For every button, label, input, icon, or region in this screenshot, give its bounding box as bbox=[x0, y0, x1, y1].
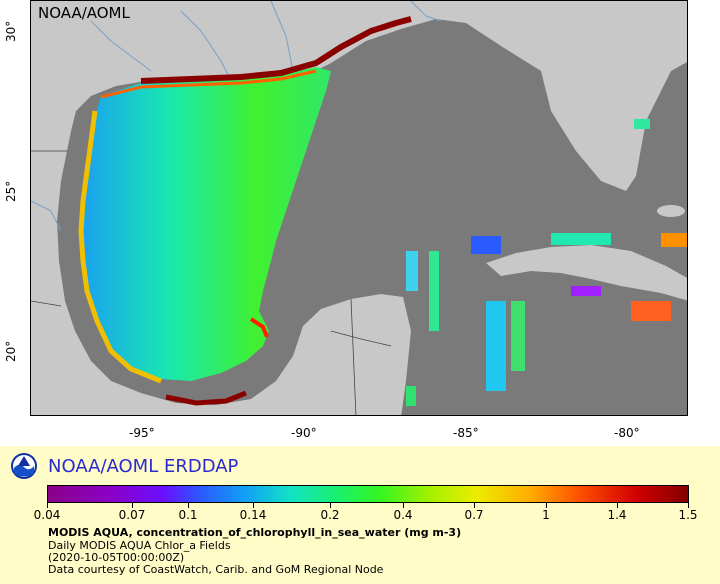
chlorophyll-swath-western-gulf bbox=[81, 67, 331, 381]
colorbar-tick bbox=[617, 503, 618, 508]
colorbar-tick-label: 1.5 bbox=[678, 508, 698, 522]
x-axis-label-95: -95° bbox=[129, 426, 155, 440]
colorbar-tick bbox=[546, 503, 547, 508]
colorbar-tick bbox=[330, 503, 331, 508]
borders bbox=[31, 150, 392, 415]
map-watermark: NOAA/AOML bbox=[38, 4, 130, 22]
yucatan-red-patch bbox=[165, 390, 247, 406]
land-cuba bbox=[486, 245, 687, 301]
colorbar-tick bbox=[474, 503, 475, 508]
x-axis-label-80: -80° bbox=[614, 426, 640, 440]
colorbar-tick-label: 0.14 bbox=[239, 508, 267, 522]
gulf-of-mexico-chlorophyll-map bbox=[31, 1, 687, 415]
x-axis-label-90: -90° bbox=[291, 426, 317, 440]
colorbar bbox=[47, 485, 689, 503]
coastal-orange-band bbox=[100, 69, 317, 99]
y-axis-label-25: 25° bbox=[4, 180, 18, 202]
x-axis-label-85: -85° bbox=[453, 426, 479, 440]
colorbar-tick bbox=[47, 503, 48, 508]
colorbar-tick bbox=[253, 503, 254, 508]
data-credit: Data courtesy of CoastWatch, Carib. and … bbox=[48, 563, 384, 576]
colorbar-tick-label: 0.7 bbox=[464, 508, 484, 522]
legend-title: NOAA/AOML ERDDAP bbox=[48, 456, 239, 477]
land-bahamas bbox=[657, 205, 685, 217]
colorbar-tick-label: 0.4 bbox=[393, 508, 413, 522]
colorbar-tick bbox=[688, 503, 689, 508]
colorbar-tick-label: 0.07 bbox=[118, 508, 146, 522]
colorbar-tick bbox=[132, 503, 133, 508]
variable-name: MODIS AQUA, concentration_of_chlorophyll… bbox=[48, 526, 462, 539]
map-plot-area[interactable] bbox=[30, 0, 688, 416]
colorbar-tick bbox=[188, 503, 189, 508]
time-stamp: (2020-10-05T00:00:00Z) bbox=[48, 551, 185, 564]
colorbar-tick bbox=[403, 503, 404, 508]
campeche-coastal-patch bbox=[249, 317, 269, 338]
land-mexico bbox=[31, 151, 411, 415]
coastal-max-chlorophyll-band bbox=[140, 16, 412, 84]
colorbar-tick-label: 0.1 bbox=[178, 508, 198, 522]
y-axis-label-30: 30° bbox=[4, 20, 18, 42]
colorbar-tick-label: 1.4 bbox=[607, 508, 627, 522]
y-axis-label-20: 20° bbox=[4, 340, 18, 362]
noaa-logo-icon bbox=[11, 453, 37, 479]
coastal-high-chlorophyll-band bbox=[78, 110, 162, 384]
legend-panel: NOAA/AOML ERDDAP 0.04 0.07 0.1 0.14 0.2 … bbox=[0, 446, 720, 584]
dataset-name: Daily MODIS AQUA Chlor_a Fields bbox=[48, 539, 231, 552]
rivers bbox=[31, 1, 442, 232]
colorbar-tick-label: 0.04 bbox=[33, 508, 61, 522]
colorbar-tick-label: 0.2 bbox=[320, 508, 340, 522]
colorbar-tick-label: 1 bbox=[542, 508, 550, 522]
land-usa bbox=[31, 1, 687, 191]
caribbean-chlorophyll-patches bbox=[406, 119, 687, 406]
